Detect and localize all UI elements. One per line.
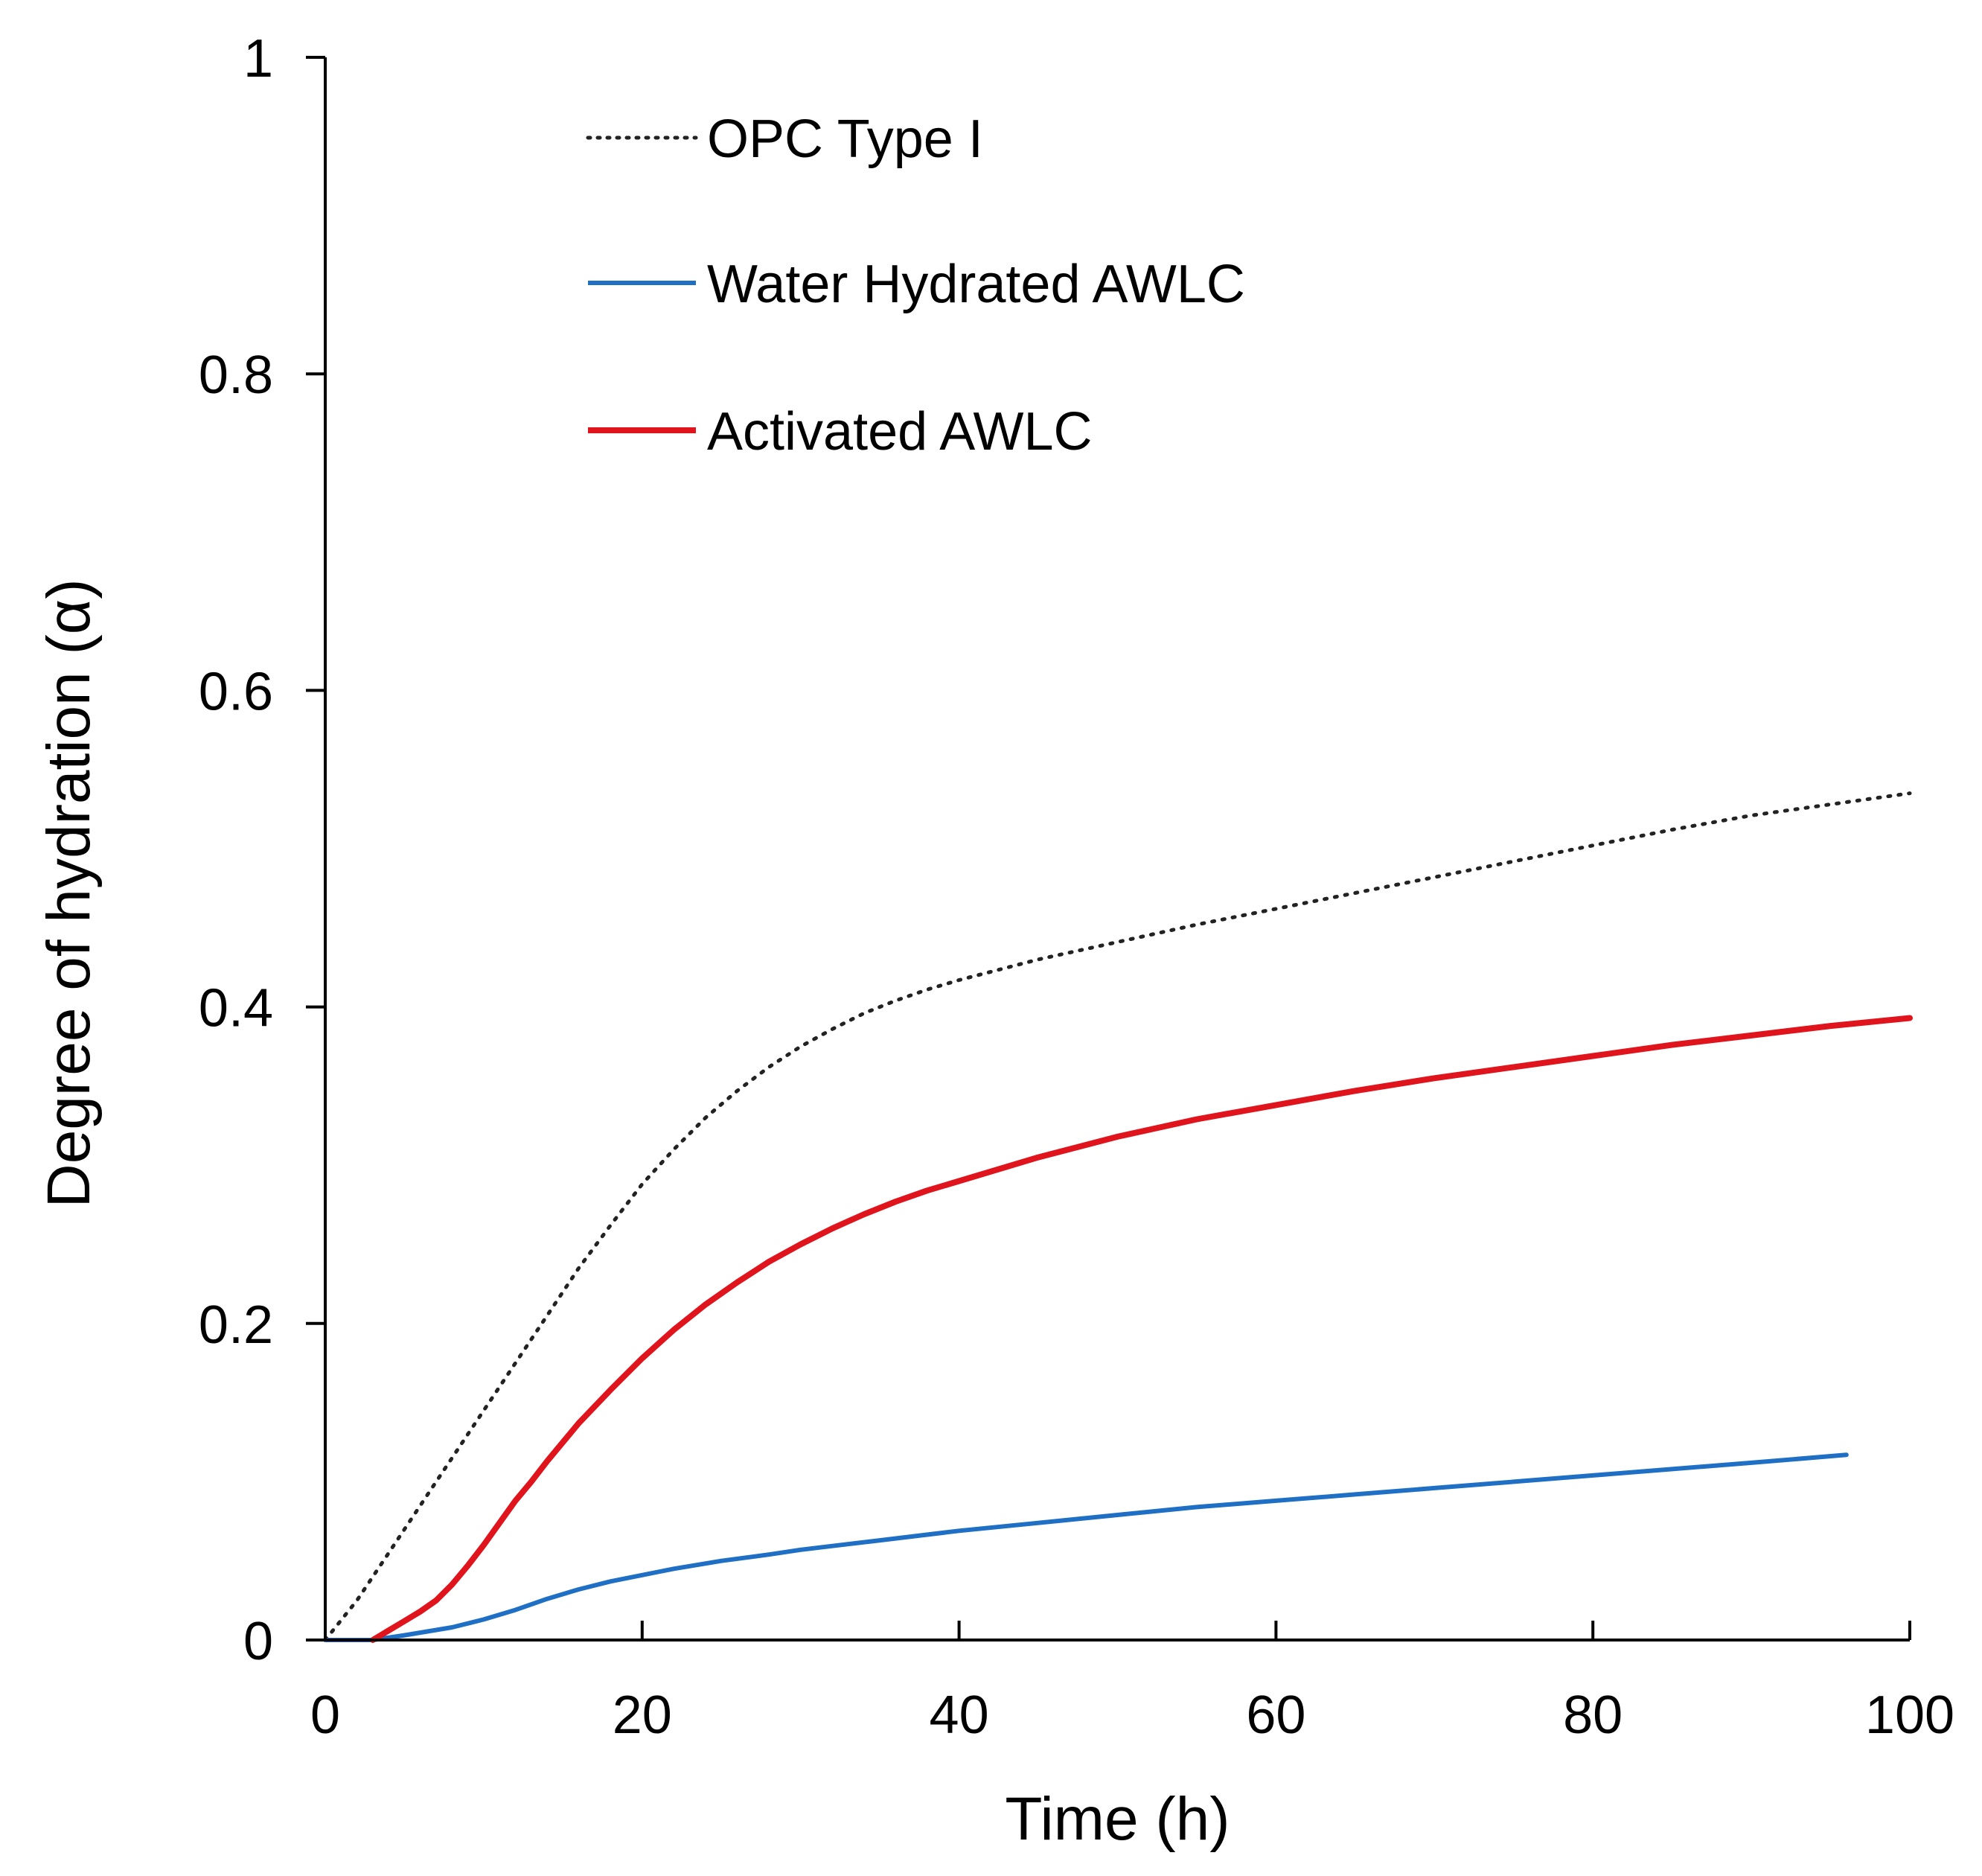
x-tick-label: 60 — [1246, 1685, 1305, 1745]
y-tick-label: 1 — [243, 29, 273, 89]
x-tick-label: 0 — [310, 1685, 340, 1745]
y-tick-label: 0 — [243, 1612, 273, 1671]
x-tick-label: 20 — [613, 1685, 672, 1745]
y-axis-title: Degree of hydration (α) — [35, 578, 103, 1207]
x-tick-label: 100 — [1865, 1685, 1954, 1745]
series-line-1 — [325, 1455, 1847, 1640]
legend-label-0: OPC Type I — [707, 109, 983, 169]
series-line-2 — [373, 1018, 1910, 1641]
legend-label-2: Activated AWLC — [707, 402, 1093, 462]
y-tick-label: 0.2 — [199, 1295, 273, 1355]
x-tick-label: 80 — [1563, 1685, 1623, 1745]
x-tick-label: 40 — [930, 1685, 989, 1745]
y-tick-label: 0.4 — [199, 979, 273, 1038]
legend-label-1: Water Hydrated AWLC — [707, 255, 1245, 314]
series-layer — [325, 793, 1910, 1640]
y-tick-label: 0.8 — [199, 345, 273, 405]
y-tick-label: 0.6 — [199, 662, 273, 721]
x-axis-title: Time (h) — [1005, 1785, 1230, 1853]
legend: OPC Type I Water Hydrated AWLC Activated A… — [588, 109, 1245, 462]
